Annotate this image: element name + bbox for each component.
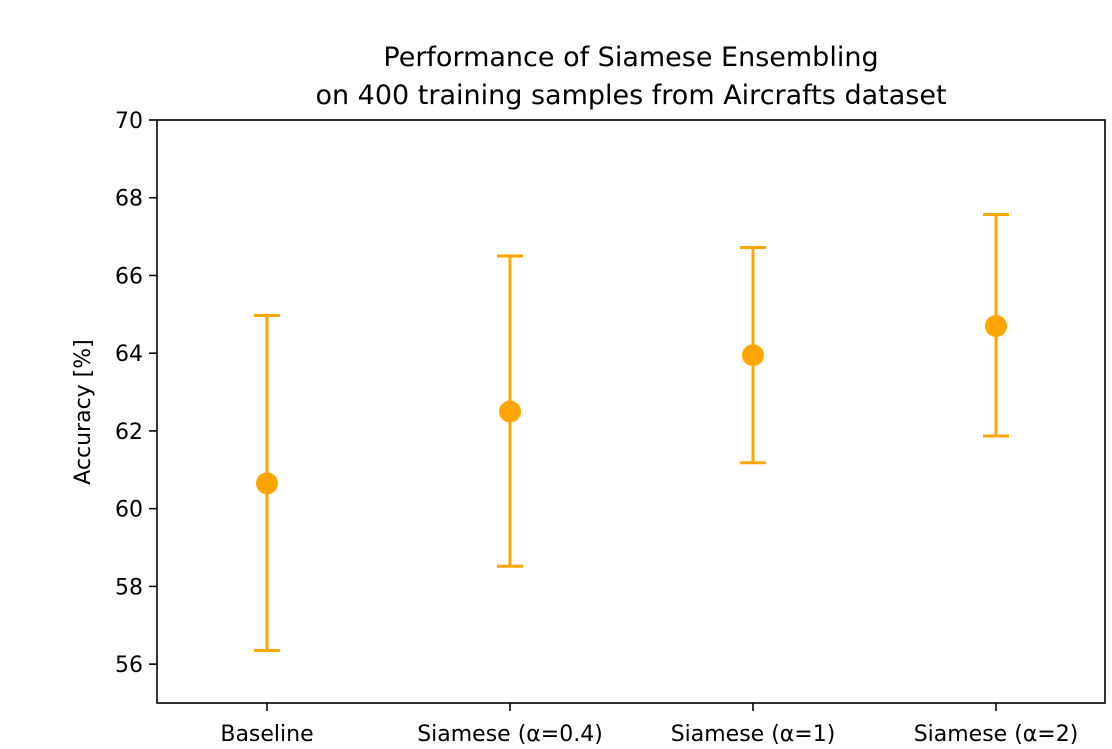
y-tick-label: 56	[115, 653, 143, 678]
plot-area	[254, 212, 1009, 653]
x-tick-label: Siamese (α=2)	[914, 722, 1079, 747]
x-axis: Baseline Siamese (α=0.4) Siamese (α=1) Siam…	[220, 703, 1078, 747]
y-tick-label: 66	[115, 264, 143, 289]
y-tick-label: 62	[115, 420, 143, 445]
y-tick-label: 64	[115, 342, 143, 367]
chart-title-line-1: Performance of Siamese Ensembling	[383, 42, 878, 73]
x-tick-label: Siamese (α=1)	[671, 722, 836, 747]
y-axis: 56 58 60 62 64 66 68 70	[115, 109, 157, 678]
data-point	[742, 344, 764, 367]
x-tick-label: Baseline	[220, 722, 313, 747]
plot-frame	[156, 119, 1106, 704]
y-tick-label: 68	[115, 187, 143, 212]
data-point	[985, 314, 1007, 337]
y-axis-label: Accuracy [%]	[71, 339, 96, 485]
chart-title-line-2: on 400 training samples from Aircrafts d…	[315, 80, 946, 111]
x-tick-label: Siamese (α=0.4)	[417, 722, 603, 747]
data-point	[499, 400, 521, 423]
data-point	[256, 472, 278, 495]
y-tick-label: 70	[115, 109, 143, 134]
y-tick-label: 58	[115, 575, 143, 600]
y-tick-label: 60	[115, 498, 143, 523]
